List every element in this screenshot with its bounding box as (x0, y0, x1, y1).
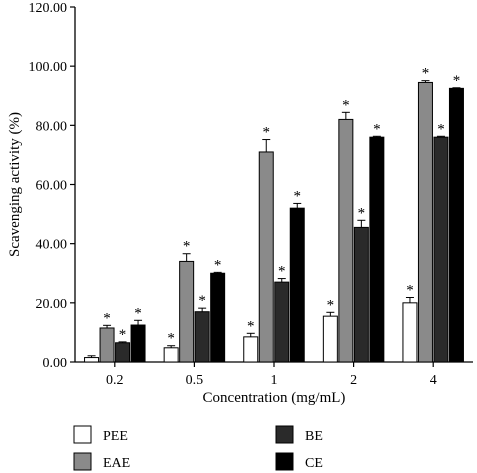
bar-ce-0.5 (210, 272, 226, 363)
y-tick-label: 0.00 (43, 356, 68, 371)
significance-marker: * (183, 239, 191, 255)
significance-marker: * (358, 205, 366, 221)
x-axis-title: Concentration (mg/mL) (203, 390, 346, 406)
y-axis-title: Scavenging activity (%) (7, 112, 23, 257)
x-tick-label: 2 (350, 373, 357, 388)
x-tick-label: 0.5 (186, 373, 204, 388)
legend-swatch (73, 452, 92, 471)
significance-marker: * (103, 310, 111, 326)
legend-item-eae: EAE (73, 452, 130, 471)
bar-pee-4 (402, 302, 418, 363)
significance-marker: * (263, 125, 271, 141)
significance-marker: * (134, 305, 142, 321)
significance-marker: * (247, 318, 255, 334)
bar-eae-4 (417, 81, 433, 363)
bar-be-4 (433, 136, 449, 363)
bar-ce-2 (369, 136, 385, 363)
legend-label: CE (305, 456, 323, 471)
legend-item-ce: CE (275, 452, 323, 471)
bar-ce-4 (448, 87, 464, 363)
significance-marker: * (453, 73, 461, 89)
significance-marker: * (342, 97, 350, 113)
significance-marker: * (278, 264, 286, 280)
x-tick-label: 4 (430, 373, 437, 388)
x-tick-label: 1 (271, 373, 278, 388)
y-tick-label: 120.00 (29, 1, 68, 16)
y-tick-label: 60.00 (36, 179, 68, 194)
legend-item-be: BE (275, 425, 323, 444)
significance-marker: * (167, 331, 175, 347)
legend-label: PEE (103, 429, 128, 444)
legend-item-pee: PEE (73, 425, 128, 444)
bar-ce-1 (289, 207, 305, 363)
significance-marker: * (294, 188, 302, 204)
bar-ce-0.2 (130, 324, 146, 363)
bar-eae-0.2 (99, 327, 115, 363)
significance-marker: * (373, 121, 381, 137)
x-tick-label: 0.2 (106, 373, 124, 388)
significance-marker: * (437, 121, 445, 137)
y-tick-label: 80.00 (36, 119, 68, 134)
legend-swatch (275, 425, 294, 444)
significance-marker: * (198, 293, 206, 309)
y-tick-label: 40.00 (36, 238, 68, 253)
bar-pee-0.5 (163, 347, 179, 363)
bar-eae-0.5 (179, 260, 195, 363)
legend-swatch (275, 452, 294, 471)
bar-be-0.5 (194, 311, 210, 363)
bar-be-2 (353, 226, 369, 363)
legend-swatch (73, 425, 92, 444)
legend-label: EAE (103, 456, 130, 471)
significance-marker: * (214, 257, 222, 273)
significance-marker: * (119, 327, 127, 343)
bar-be-0.2 (115, 342, 131, 363)
bar-eae-1 (258, 151, 274, 363)
significance-marker: * (422, 66, 430, 82)
legend-label: BE (305, 429, 323, 444)
bar-eae-2 (338, 118, 354, 363)
bar-pee-2 (322, 315, 338, 363)
y-tick-label: 100.00 (29, 60, 68, 75)
significance-marker: * (327, 297, 335, 313)
bar-pee-1 (243, 336, 259, 363)
significance-marker: * (406, 283, 414, 299)
y-tick-label: 20.00 (36, 297, 68, 312)
bar-pee-0.2 (84, 357, 100, 363)
bars (84, 80, 464, 363)
legend: PEE EAE BE CE (73, 425, 323, 471)
axis-labels: 0.00 20.00 40.00 60.00 80.00 100.00 120.00 0.2 *… (7, 1, 460, 406)
bar-be-1 (274, 281, 290, 363)
